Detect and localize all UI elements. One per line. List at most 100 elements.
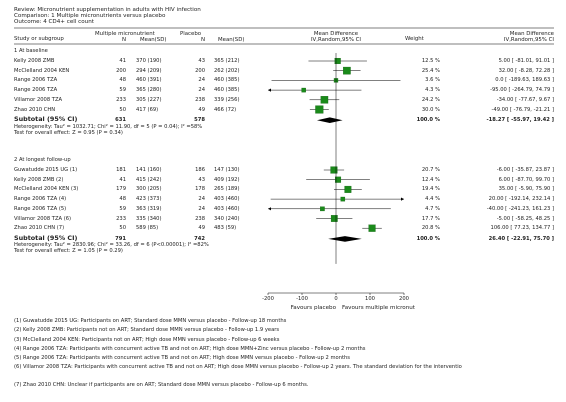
md-ci-value: 106.00 [ 77.23, 134.77 ]: [490, 225, 554, 232]
md-ci-value: -6.00 [ -35.87, 23.87 ]: [496, 167, 554, 173]
footnote: (7) Zhao 2010 CHN: Unclear if participan…: [14, 382, 309, 388]
md-ci-value: -49.00 [ -76.79, -21.21 ]: [491, 106, 554, 113]
ctl-mean-sd: 409 (192): [214, 176, 240, 183]
md-ci-value: -40.00 [ -241.23, 161.23 ]: [486, 205, 554, 212]
exp-mean-sd: 363 (319): [136, 205, 162, 212]
study-name: Villamor 2008 TZA: [14, 96, 63, 103]
heterogeneity-text: Heterogeneity: Tau² = 2830.96; Chi² = 33…: [14, 242, 209, 249]
ctl-n: 24: [198, 205, 205, 212]
ctl-mean-sd: 483 (59): [214, 225, 237, 232]
ctl-n: 49: [198, 225, 205, 232]
weight-value: 20.8 %: [421, 225, 440, 232]
study-marker: [343, 66, 351, 75]
ctl-n: 238: [195, 96, 205, 103]
ctl-n: 24: [198, 87, 205, 94]
weight-value: 4.7 %: [425, 205, 440, 212]
study-marker: [330, 166, 338, 174]
weight-value: 3.6 %: [425, 77, 440, 84]
subtotal-ctl-n: 578: [194, 117, 205, 124]
md-ci-value: -34.00 [ -77.67, 9.67 ]: [496, 96, 554, 103]
ctl-n: 238: [195, 215, 205, 222]
study-marker: [301, 87, 306, 93]
col-weight: Weight: [405, 36, 424, 42]
col-md-title: Mean Difference: [313, 31, 359, 37]
exp-n: 233: [116, 215, 126, 222]
weight-value: 25.4 %: [421, 67, 440, 74]
col-exp-name: Multiple micronutrient: [95, 31, 155, 37]
study-marker: [320, 206, 325, 212]
study-name: Kelly 2008 ZMB (2): [14, 176, 64, 183]
exp-n: 50: [119, 106, 126, 113]
subtotal-diamond: [316, 117, 343, 123]
review-title: Review: Micronutrient supplementation in…: [14, 7, 201, 13]
exp-mean-sd: 460 (391): [136, 77, 162, 84]
exp-mean-sd: 417 (69): [136, 106, 159, 113]
exp-n: 59: [119, 205, 126, 212]
ci-arrow-right: [401, 197, 404, 201]
exp-mean-sd: 305 (227): [136, 96, 162, 103]
study-name: Range 2006 TZA (5): [14, 205, 67, 212]
ctl-mean-sd: 403 (460): [214, 205, 240, 212]
md-ci-value: 20.00 [ -192.14, 232.14 ]: [488, 196, 554, 203]
study-name: Range 2006 TZA: [14, 87, 58, 94]
ctl-mean-sd: 365 (212): [214, 58, 240, 64]
ctl-mean-sd: 265 (189): [214, 186, 240, 193]
footnote: (5) Range 2006 TZA: Participants with co…: [14, 355, 351, 361]
subtotal-exp-n: 631: [115, 117, 126, 124]
x-tick-label: 0: [334, 296, 338, 302]
weight-value: 17.7 %: [421, 215, 440, 222]
subtotal-weight: 100.0 %: [416, 117, 440, 124]
weight-value: 12.4 %: [421, 176, 440, 183]
ctl-mean-sd: 147 (130): [214, 167, 240, 173]
col-ctl-n: N: [200, 37, 205, 43]
exp-mean-sd: 335 (340): [136, 215, 162, 222]
study-name: Zhao 2010 CHN (7): [14, 225, 65, 232]
exp-mean-sd: 141 (160): [136, 167, 162, 173]
exp-n: 181: [116, 167, 126, 173]
x-tick-label: -200: [262, 296, 274, 302]
heterogeneity-text: Heterogeneity: Tau² = 1032.71; Chi² = 11…: [14, 123, 203, 130]
study-marker: [315, 105, 324, 114]
study-name: McClelland 2004 KEN (3): [14, 186, 79, 193]
exp-n: 50: [119, 225, 126, 232]
study-name: Villamor 2008 TZA (6): [14, 215, 72, 222]
favours-left-label: Favours placebo: [290, 305, 336, 311]
ctl-mean-sd: 403 (460): [214, 196, 240, 203]
ctl-n: 24: [198, 77, 205, 84]
weight-value: 30.0 %: [421, 106, 440, 113]
col-exp-n: N: [121, 37, 126, 43]
study-name: Range 2006 TZA: [14, 77, 58, 84]
study-marker: [368, 224, 376, 232]
ctl-mean-sd: 340 (240): [214, 215, 240, 222]
exp-n: 48: [119, 196, 126, 203]
md-ci-value: 32.00 [ -8.28, 72.28 ]: [498, 67, 554, 74]
col-md2-title: Mean Difference: [509, 31, 554, 37]
footnote: (4) Range 2006 TZA: Participants with co…: [14, 346, 366, 352]
weight-value: 20.7 %: [421, 167, 440, 173]
study-marker: [320, 96, 329, 104]
study-name: McClelland 2004 KEN: [14, 67, 70, 74]
study-marker: [340, 196, 346, 202]
favours-right-label: Favours multiple micronut: [342, 305, 415, 311]
footnote: (1) Guwatudde 2015 UG: Participants on A…: [14, 318, 287, 324]
exp-mean-sd: 294 (209): [136, 67, 162, 74]
weight-value: 4.3 %: [425, 87, 440, 94]
subtotal-ci: -18.27 [ -55.97, 19.42 ]: [486, 117, 554, 124]
ctl-n: 200: [195, 67, 205, 74]
ctl-n: 24: [198, 196, 205, 203]
exp-n: 41: [119, 58, 126, 64]
subtotal-diamond: [328, 236, 362, 242]
subtotal-label: Subtotal (95% CI): [14, 115, 78, 124]
study-name: Guwatudde 2015 UG (1): [14, 167, 78, 173]
footnote: (6) Villamor 2008 TZA: Participants with…: [14, 364, 462, 370]
exp-n: 233: [116, 96, 126, 103]
weight-value: 24.2 %: [421, 96, 440, 103]
col-md2-method: IV,Random,95% CI: [503, 37, 554, 43]
study-marker: [344, 185, 352, 193]
footnote: (3) McClelland 2004 KEN: Participants no…: [14, 337, 280, 343]
study-marker: [335, 176, 342, 183]
ctl-mean-sd: 339 (256): [214, 96, 240, 103]
ctl-mean-sd: 460 (385): [214, 77, 240, 84]
exp-mean-sd: 415 (242): [136, 176, 162, 183]
